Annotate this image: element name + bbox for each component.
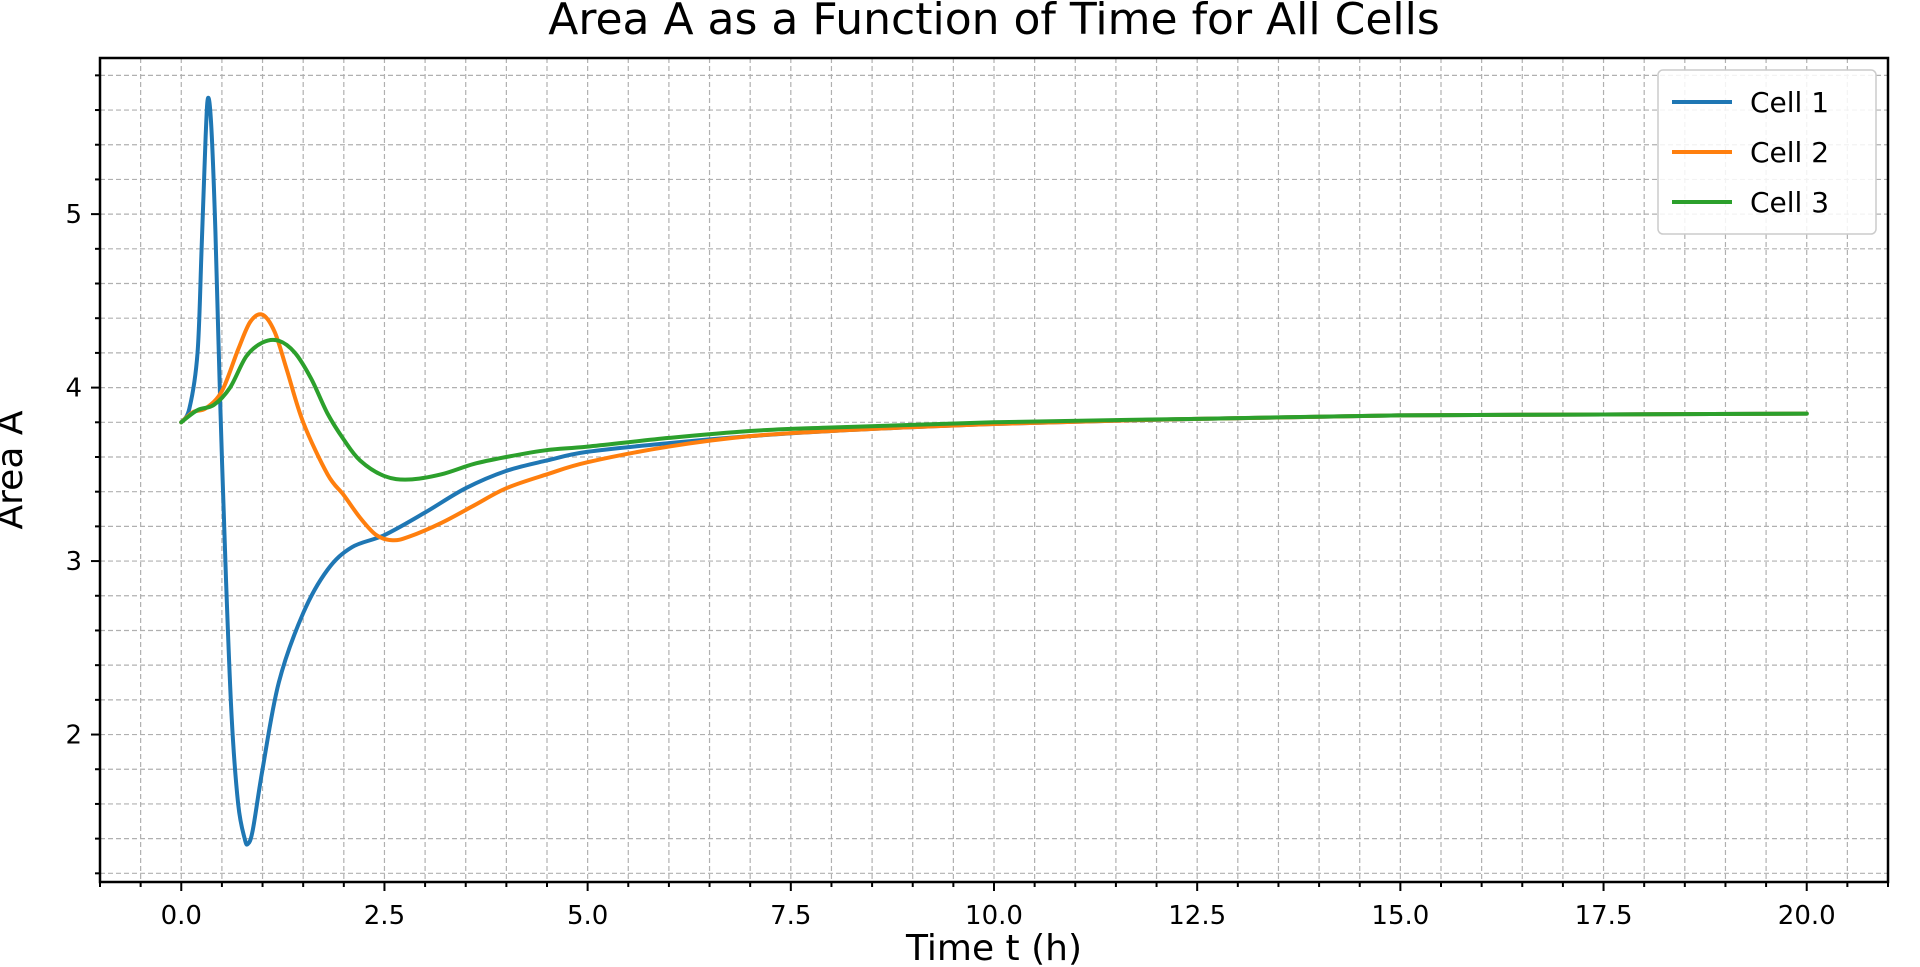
x-axis-label: Time t (h) bbox=[905, 928, 1082, 967]
y-tick-label: 3 bbox=[65, 547, 82, 577]
legend-label: Cell 2 bbox=[1750, 136, 1829, 169]
series-line-cell-3 bbox=[179, 337, 1809, 482]
y-tick-label: 5 bbox=[65, 200, 82, 230]
x-tick-label: 12.5 bbox=[1168, 901, 1226, 931]
legend: Cell 1 Cell 2 Cell 3 bbox=[1657, 69, 1877, 235]
y-axis-label: Area A bbox=[0, 410, 31, 529]
legend-label: Cell 1 bbox=[1750, 86, 1829, 119]
x-tick-label: 15.0 bbox=[1371, 901, 1429, 931]
x-tick-label: 7.5 bbox=[770, 901, 811, 931]
legend-box bbox=[1657, 69, 1877, 235]
x-tick-label: 20.0 bbox=[1778, 901, 1836, 931]
x-tick-label: 2.5 bbox=[364, 901, 405, 931]
x-tick-label: 0.0 bbox=[161, 901, 202, 931]
y-tick-label: 4 bbox=[65, 374, 82, 404]
x-tick-label: 5.0 bbox=[567, 901, 608, 931]
series-lines bbox=[179, 95, 1809, 847]
x-tick-label: 10.0 bbox=[965, 901, 1023, 931]
y-tick-label: 2 bbox=[65, 721, 82, 751]
grid bbox=[100, 58, 1888, 882]
chart-title: Area A as a Function of Time for All Cel… bbox=[548, 0, 1440, 45]
legend-label: Cell 3 bbox=[1750, 186, 1829, 219]
x-tick-label: 17.5 bbox=[1575, 901, 1633, 931]
axis-ticks: 0.0 2.5 5.0 7.5 10.0 12.5 15.0 17.5 20.0 2 3 4 5 bbox=[65, 74, 1889, 931]
